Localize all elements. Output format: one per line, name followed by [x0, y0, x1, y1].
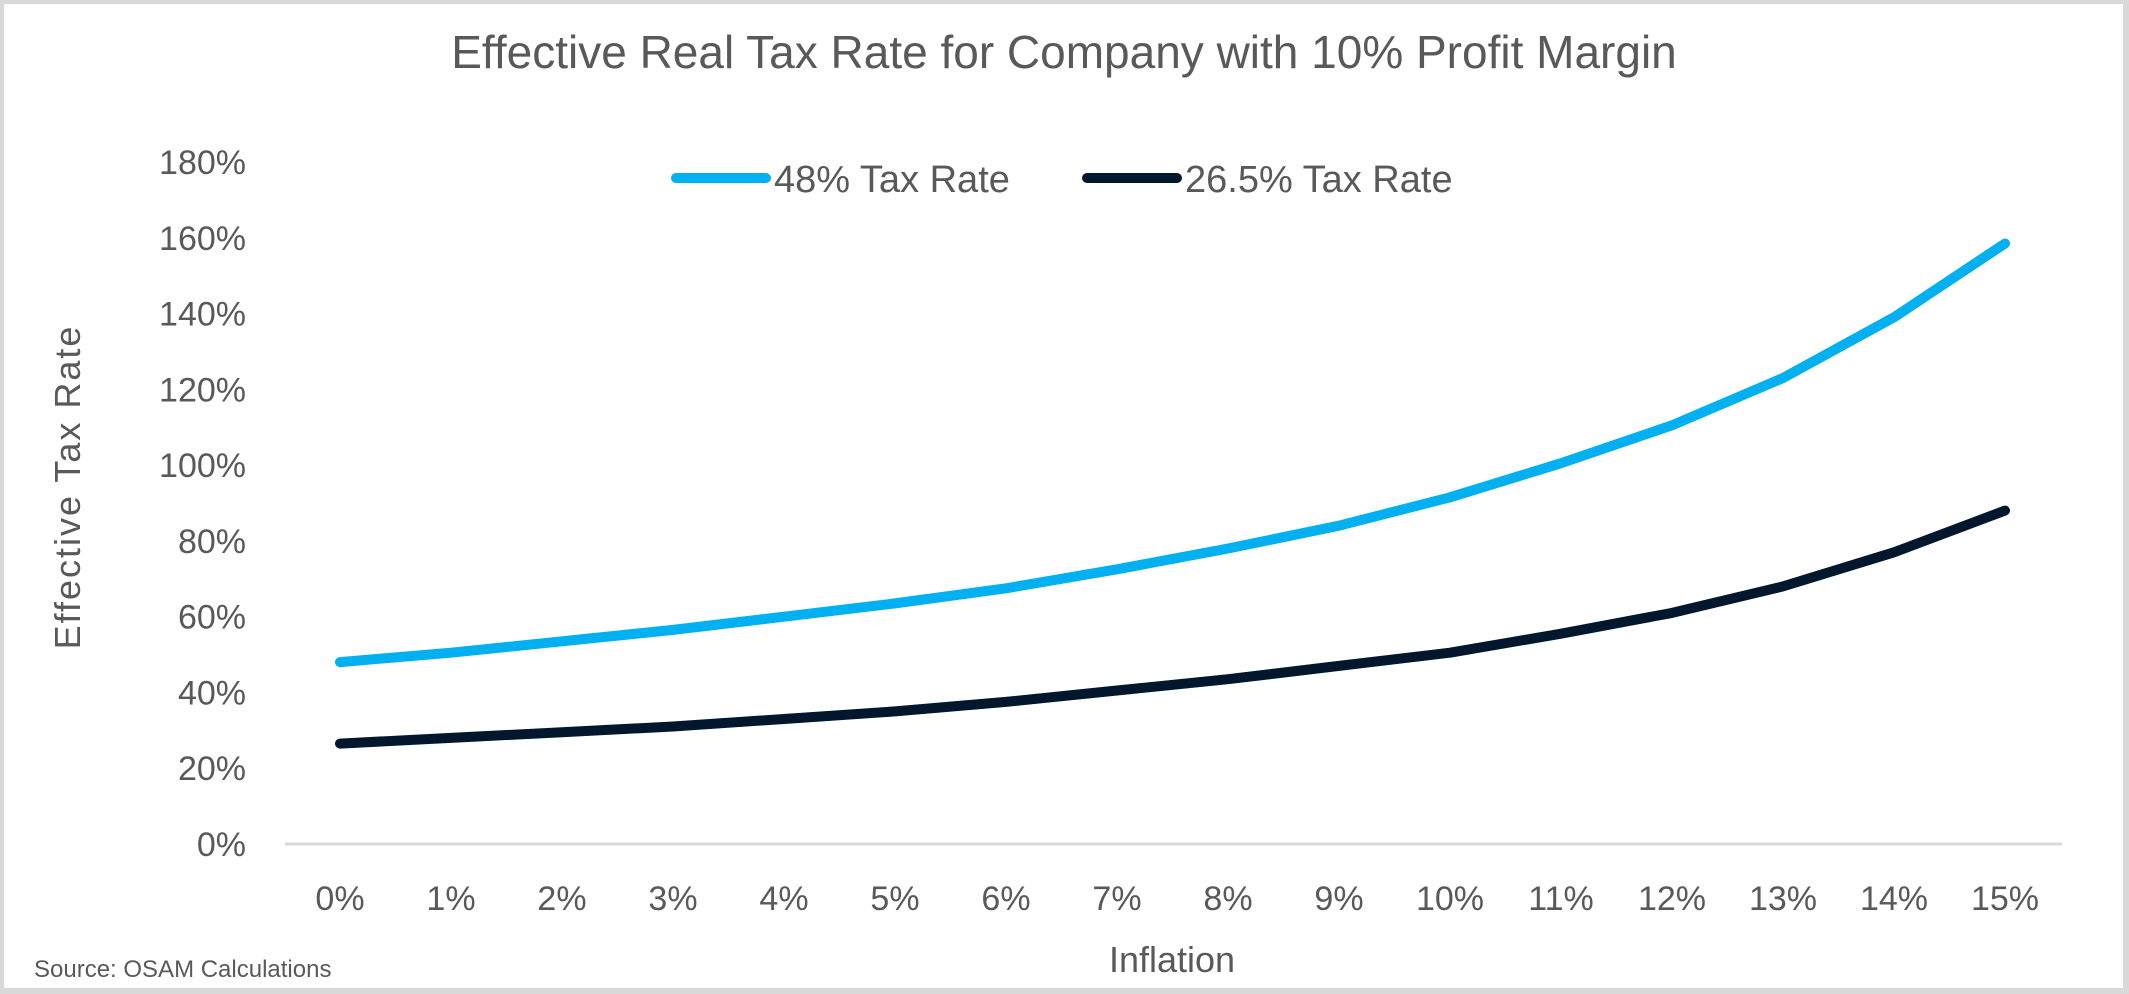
data-point — [2005, 510, 2006, 511]
y-tick-label: 140% — [159, 296, 246, 334]
y-axis: 0% 20% 40% 60% 80% 100% 120% 140% 160% 180% — [159, 144, 246, 864]
data-point — [1783, 586, 1784, 587]
data-point — [1228, 679, 1229, 680]
x-tick-label: 10% — [1416, 880, 1484, 918]
data-point — [1894, 552, 1895, 553]
data-point — [562, 641, 563, 642]
data-point — [1561, 633, 1562, 634]
x-tick-label: 2% — [537, 880, 586, 918]
y-tick-label: 20% — [178, 750, 246, 788]
series-line-1 — [335, 505, 2010, 749]
x-tick-label: 5% — [870, 880, 919, 918]
y-tick-label: 80% — [178, 523, 246, 561]
x-tick-label: 6% — [981, 880, 1030, 918]
y-tick-label: 0% — [197, 826, 246, 864]
data-point — [1561, 463, 1562, 464]
data-point — [673, 726, 674, 727]
legend-item-0: 48% Tax Rate — [671, 159, 1010, 201]
data-point — [1117, 690, 1118, 691]
data-point — [1006, 701, 1007, 702]
x-tick-label: 1% — [426, 880, 475, 918]
data-point — [1450, 497, 1451, 498]
data-point — [895, 603, 896, 604]
data-point — [1339, 525, 1340, 526]
data-point — [1894, 317, 1895, 318]
data-point — [1339, 665, 1340, 666]
y-tick-label: 180% — [159, 144, 246, 182]
x-tick-label: 0% — [315, 880, 364, 918]
source-note: Source: OSAM Calculations — [34, 956, 331, 983]
data-point — [1672, 425, 1673, 426]
data-point — [451, 652, 452, 653]
data-point — [784, 616, 785, 617]
legend-item-1: 26.5% Tax Rate — [1082, 159, 1453, 201]
data-point — [1783, 377, 1784, 378]
data-point — [784, 718, 785, 719]
data-point — [895, 711, 896, 712]
x-tick-label: 9% — [1314, 880, 1363, 918]
x-tick-label: 8% — [1203, 880, 1252, 918]
x-tick-label: 11% — [1528, 880, 1594, 918]
x-tick-label: 3% — [648, 880, 697, 918]
legend-label: 26.5% Tax Rate — [1185, 159, 1453, 201]
x-tick-label: 15% — [1971, 880, 2039, 918]
data-point — [340, 662, 341, 663]
data-point — [340, 743, 341, 744]
x-tick-label: 7% — [1092, 880, 1141, 918]
x-axis-label: Inflation — [1109, 939, 1235, 980]
data-point — [1228, 548, 1229, 549]
chart-title: Effective Real Tax Rate for Company with… — [451, 26, 1677, 78]
y-tick-label: 160% — [159, 220, 246, 258]
x-axis: 0% 1% 2% 3% 4% 5% 6% 7% 8% 9% 10% 11% 12% 13% 14% 15% — [315, 880, 2039, 918]
data-point — [2005, 243, 2006, 244]
x-tick-label: 14% — [1860, 880, 1928, 918]
data-point — [1117, 569, 1118, 570]
y-tick-label: 40% — [178, 674, 246, 712]
data-point — [1006, 588, 1007, 589]
legend-label: 48% Tax Rate — [774, 159, 1010, 201]
data-point — [562, 732, 563, 733]
chart-frame — [4, 4, 2123, 988]
y-tick-label: 100% — [159, 447, 246, 485]
data-point — [673, 629, 674, 630]
x-tick-label: 13% — [1749, 880, 1817, 918]
x-tick-label: 12% — [1638, 880, 1706, 918]
data-point — [1672, 612, 1673, 613]
data-point — [1450, 652, 1451, 653]
y-tick-label: 60% — [178, 599, 246, 637]
data-point — [451, 737, 452, 738]
series-layer — [335, 238, 2010, 749]
series-line-0 — [335, 238, 2010, 668]
y-tick-label: 120% — [159, 371, 246, 409]
legend: 48% Tax Rate 26.5% Tax Rate — [671, 159, 1453, 201]
x-tick-label: 4% — [759, 880, 808, 918]
y-axis-label: Effective Tax Rate — [47, 325, 88, 650]
